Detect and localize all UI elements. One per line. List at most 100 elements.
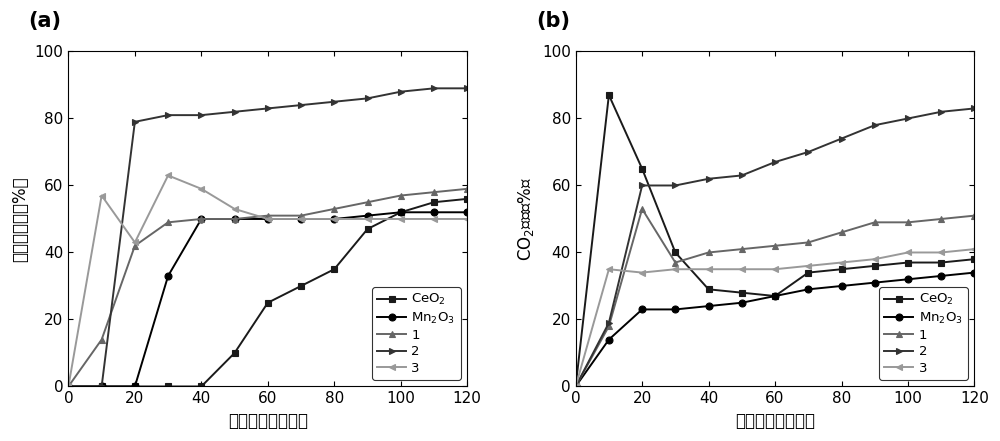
CeO$_2$ xyxy=(262,300,274,305)
2 xyxy=(428,86,440,91)
Text: (a): (a) xyxy=(29,11,62,31)
3 xyxy=(428,217,440,222)
2 xyxy=(902,116,914,121)
1 xyxy=(195,217,207,222)
CeO$_2$ xyxy=(229,350,241,355)
3 xyxy=(461,217,473,222)
2 xyxy=(769,159,781,164)
3 xyxy=(669,266,681,272)
3 xyxy=(295,217,307,222)
CeO$_2$ xyxy=(62,384,74,389)
2 xyxy=(229,109,241,114)
Mn$_2$O$_3$ xyxy=(836,283,848,288)
Text: (b): (b) xyxy=(536,11,570,31)
CeO$_2$ xyxy=(669,250,681,255)
2 xyxy=(968,106,980,111)
2 xyxy=(669,183,681,188)
CeO$_2$ xyxy=(195,384,207,389)
2 xyxy=(802,149,814,155)
CeO$_2$ xyxy=(968,257,980,262)
Line: 1: 1 xyxy=(572,206,978,390)
Line: Mn$_2$O$_3$: Mn$_2$O$_3$ xyxy=(572,269,978,390)
Line: 3: 3 xyxy=(572,246,978,390)
2 xyxy=(195,112,207,118)
Legend: CeO$_2$, Mn$_2$O$_3$, 1, 2, 3: CeO$_2$, Mn$_2$O$_3$, 1, 2, 3 xyxy=(879,287,968,380)
3 xyxy=(802,263,814,269)
1 xyxy=(869,220,881,225)
1 xyxy=(802,240,814,245)
CeO$_2$ xyxy=(362,226,374,232)
Mn$_2$O$_3$ xyxy=(229,217,241,222)
3 xyxy=(935,250,947,255)
2 xyxy=(96,384,108,389)
CeO$_2$ xyxy=(636,166,648,172)
1 xyxy=(570,384,582,389)
Mn$_2$O$_3$ xyxy=(869,280,881,285)
2 xyxy=(295,102,307,108)
1 xyxy=(129,243,141,248)
1 xyxy=(328,206,340,212)
3 xyxy=(968,247,980,252)
1 xyxy=(603,324,615,329)
Line: 2: 2 xyxy=(572,105,978,390)
1 xyxy=(395,193,407,198)
CeO$_2$ xyxy=(902,260,914,265)
3 xyxy=(362,217,374,222)
1 xyxy=(62,384,74,389)
3 xyxy=(129,240,141,245)
3 xyxy=(902,250,914,255)
Mn$_2$O$_3$ xyxy=(395,209,407,215)
Mn$_2$O$_3$ xyxy=(295,217,307,222)
Mn$_2$O$_3$ xyxy=(62,384,74,389)
3 xyxy=(328,217,340,222)
1 xyxy=(96,337,108,342)
3 xyxy=(736,266,748,272)
1 xyxy=(769,243,781,248)
Mn$_2$O$_3$ xyxy=(902,277,914,282)
Line: 2: 2 xyxy=(65,85,471,390)
1 xyxy=(362,200,374,205)
Mn$_2$O$_3$ xyxy=(195,217,207,222)
CeO$_2$ xyxy=(395,209,407,215)
Mn$_2$O$_3$ xyxy=(362,213,374,218)
Mn$_2$O$_3$ xyxy=(669,307,681,312)
3 xyxy=(836,260,848,265)
2 xyxy=(703,176,715,181)
2 xyxy=(328,99,340,105)
2 xyxy=(461,86,473,91)
Mn$_2$O$_3$ xyxy=(162,273,174,279)
1 xyxy=(428,190,440,195)
CeO$_2$ xyxy=(935,260,947,265)
3 xyxy=(395,217,407,222)
1 xyxy=(836,230,848,235)
3 xyxy=(769,266,781,272)
X-axis label: 光照时间（分钟）: 光照时间（分钟） xyxy=(228,412,308,430)
1 xyxy=(636,206,648,212)
Mn$_2$O$_3$ xyxy=(328,217,340,222)
Line: 3: 3 xyxy=(65,172,471,390)
Mn$_2$O$_3$ xyxy=(736,300,748,305)
CeO$_2$ xyxy=(96,384,108,389)
2 xyxy=(570,384,582,389)
CeO$_2$ xyxy=(162,384,174,389)
3 xyxy=(869,257,881,262)
1 xyxy=(669,260,681,265)
CeO$_2$ xyxy=(769,293,781,299)
Line: CeO$_2$: CeO$_2$ xyxy=(65,195,471,390)
X-axis label: 光照时间（分钟）: 光照时间（分钟） xyxy=(735,412,815,430)
Legend: CeO$_2$, Mn$_2$O$_3$, 1, 2, 3: CeO$_2$, Mn$_2$O$_3$, 1, 2, 3 xyxy=(372,287,461,380)
2 xyxy=(636,183,648,188)
3 xyxy=(636,270,648,275)
CeO$_2$ xyxy=(703,287,715,292)
CeO$_2$ xyxy=(603,92,615,97)
CeO$_2$ xyxy=(129,384,141,389)
3 xyxy=(62,384,74,389)
CeO$_2$ xyxy=(428,200,440,205)
3 xyxy=(96,193,108,198)
2 xyxy=(362,96,374,101)
Mn$_2$O$_3$ xyxy=(262,217,274,222)
Mn$_2$O$_3$ xyxy=(603,337,615,342)
2 xyxy=(935,109,947,114)
Mn$_2$O$_3$ xyxy=(769,293,781,299)
CeO$_2$ xyxy=(570,384,582,389)
